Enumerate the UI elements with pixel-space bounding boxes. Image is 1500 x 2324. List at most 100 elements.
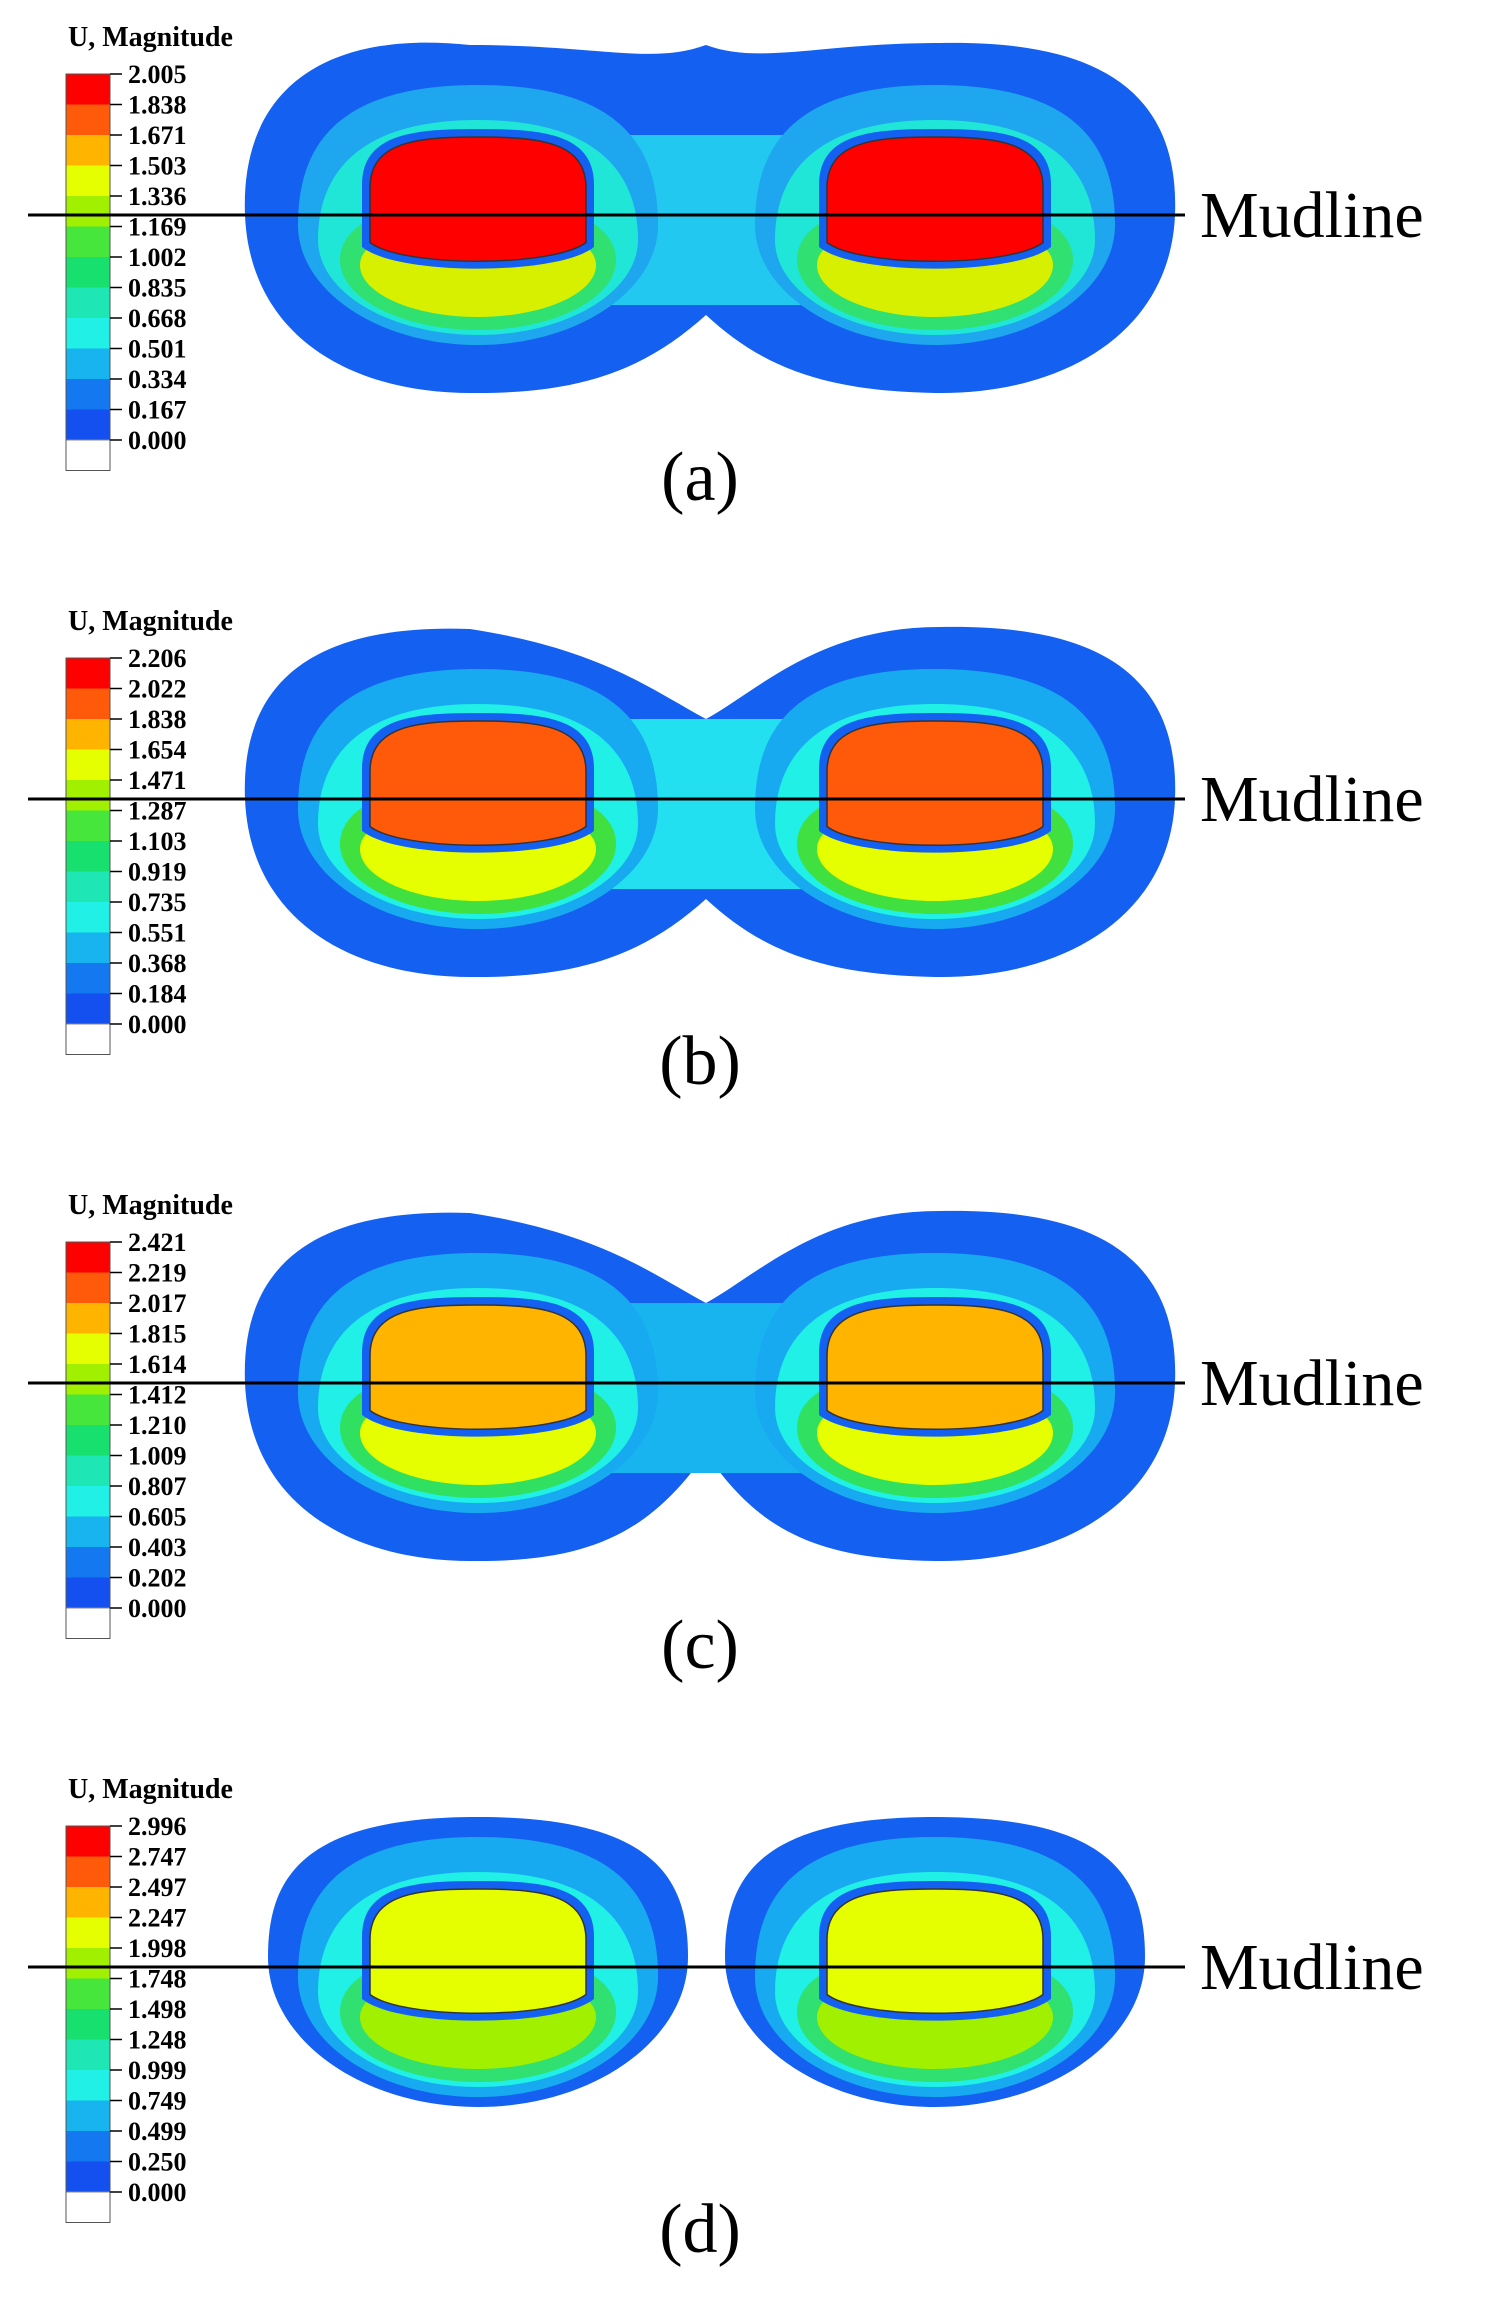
- legend-tick-label: 2.497: [128, 1873, 187, 1902]
- legend-tick-label: 0.250: [128, 2148, 187, 2177]
- legend-title: U, Magnitude: [68, 1190, 233, 1221]
- legend-swatch: [66, 104, 110, 135]
- legend-tick-label: 1.503: [128, 152, 187, 181]
- panel-label: (d): [659, 2191, 741, 2268]
- legend-tick-label: 0.403: [128, 1533, 187, 1562]
- legend-swatch: [66, 1333, 110, 1364]
- footing-core-left: [369, 1304, 587, 1430]
- legend-swatch: [66, 257, 110, 288]
- legend-tick-label: 0.668: [128, 304, 187, 333]
- legend-tick-label: 2.747: [128, 1843, 187, 1872]
- legend-tick-label: 0.501: [128, 335, 187, 364]
- legend-swatch: [66, 963, 110, 994]
- legend-tick-label: 1.998: [128, 1934, 187, 1963]
- legend-tick-label: 2.421: [128, 1228, 187, 1257]
- legend-tick-label: 0.605: [128, 1503, 187, 1532]
- mudline-label: Mudline: [1200, 179, 1424, 252]
- legend-title: U, Magnitude: [68, 1774, 233, 1805]
- legend-tick-label: 1.815: [128, 1320, 187, 1349]
- legend-swatch: [66, 1887, 110, 1918]
- legend-swatch: [66, 1303, 110, 1334]
- footing-core-right: [826, 136, 1044, 262]
- footing-core-right: [826, 1888, 1044, 2014]
- footing-core-right: [826, 720, 1044, 846]
- legend-swatch: [66, 287, 110, 318]
- panel-b: U, Magnitude 2.2062.0221.8381.6541.4711.2…: [28, 606, 1424, 1100]
- legend-tick-label: 0.807: [128, 1472, 187, 1501]
- legend-tick-label: 0.000: [128, 2178, 187, 2207]
- footing-core-right: [826, 1304, 1044, 1430]
- legend-tick-label: 0.368: [128, 949, 187, 978]
- legend-tick-label: 0.202: [128, 1564, 187, 1593]
- legend-title: U, Magnitude: [68, 22, 233, 53]
- legend-tick-label: 0.000: [128, 426, 187, 455]
- legend: U, Magnitude 2.4212.2192.0171.8151.6141.4…: [65, 1190, 233, 1639]
- legend-swatch: [66, 810, 110, 841]
- panel-a: U, Magnitude 2.0051.8381.6711.5031.3361.1…: [28, 22, 1424, 516]
- legend-swatch: [66, 2070, 110, 2101]
- legend-tick-label: 1.671: [128, 121, 187, 150]
- legend-swatch: [66, 1516, 110, 1547]
- legend-tick-label: 2.022: [128, 675, 187, 704]
- legend-swatch: [66, 1856, 110, 1887]
- panel-d: U, Magnitude 2.9962.7472.4972.2471.9981.7…: [28, 1774, 1424, 2268]
- legend-tick-label: 2.017: [128, 1289, 187, 1318]
- legend-swatch: [66, 74, 110, 105]
- panel-c: U, Magnitude 2.4212.2192.0171.8151.6141.4…: [28, 1190, 1424, 1684]
- legend-tick-label: 1.838: [128, 91, 187, 120]
- legend-tick-label: 1.248: [128, 2026, 187, 2055]
- legend-tick-label: 0.999: [128, 2056, 187, 2085]
- contour-plot: [244, 1210, 1176, 1562]
- legend-swatch: [66, 409, 110, 440]
- legend-tick-label: 0.749: [128, 2087, 187, 2116]
- legend-swatch: [66, 226, 110, 257]
- legend-tick-label: 0.735: [128, 888, 187, 917]
- legend-swatch: [66, 993, 110, 1024]
- legend-swatch: [66, 658, 110, 689]
- mudline-label: Mudline: [1200, 1931, 1424, 2004]
- legend-frame: [65, 1241, 111, 1639]
- footing-core-left: [369, 136, 587, 262]
- legend-swatch: [66, 1917, 110, 1948]
- legend-tick-label: 1.287: [128, 797, 187, 826]
- legend-swatch: [66, 135, 110, 166]
- legend-swatch: [66, 2161, 110, 2192]
- legend-swatch: [66, 2039, 110, 2070]
- legend-tick-label: 1.169: [128, 213, 187, 242]
- legend-swatch: [66, 2131, 110, 2162]
- legend-swatch: [66, 1577, 110, 1608]
- legend-tick-label: 0.919: [128, 858, 187, 887]
- legend-swatch: [65, 2191, 111, 2223]
- legend-swatch: [66, 1547, 110, 1578]
- legend-swatch: [66, 719, 110, 750]
- legend-swatch: [66, 1425, 110, 1456]
- legend-swatch: [66, 688, 110, 719]
- legend-title: U, Magnitude: [68, 606, 233, 637]
- legend-tick-label: 1.838: [128, 705, 187, 734]
- legend-frame: [65, 657, 111, 1055]
- legend-tick-label: 2.219: [128, 1259, 187, 1288]
- footing-core-left: [369, 1888, 587, 2014]
- legend-swatch: [66, 1978, 110, 2009]
- legend-swatch: [66, 1486, 110, 1517]
- legend-tick-label: 0.167: [128, 396, 187, 425]
- mudline-label: Mudline: [1200, 763, 1424, 836]
- panel-label: (c): [661, 1607, 739, 1684]
- legend-swatch: [66, 1242, 110, 1273]
- panel-label: (a): [661, 439, 739, 516]
- legend-swatch: [65, 1607, 111, 1639]
- legend-tick-label: 2.206: [128, 644, 187, 673]
- legend-swatch: [66, 1826, 110, 1857]
- legend-tick-label: 2.996: [128, 1812, 187, 1841]
- legend-frame: [65, 73, 111, 471]
- legend-frame: [65, 1825, 111, 2223]
- footing-core-left: [369, 720, 587, 846]
- legend-swatch: [66, 348, 110, 379]
- panel-label: (b): [659, 1023, 741, 1100]
- contour-plot: [268, 1817, 1145, 2107]
- legend-swatch: [66, 379, 110, 410]
- legend-swatch: [66, 318, 110, 349]
- legend-tick-label: 1.412: [128, 1381, 187, 1410]
- legend-tick-label: 0.499: [128, 2117, 187, 2146]
